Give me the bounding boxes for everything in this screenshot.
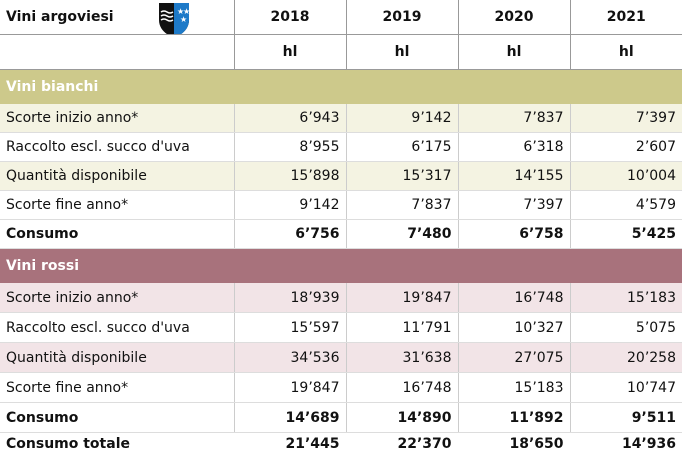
value-cell: 5’425 xyxy=(569,219,682,249)
value-cell: 11’791 xyxy=(345,312,458,343)
row-label: Scorte fine anno* xyxy=(0,372,234,403)
value-cell: 7’397 xyxy=(569,104,682,133)
table-body: Vini argoviesi ★ ★ ★ 2018 2019 2020 2021 hl hl… xyxy=(0,0,682,455)
year-cell: 2021 xyxy=(569,0,682,35)
data-row: Scorte inizio anno* 18’939 19’847 16’748 15’… xyxy=(0,283,682,313)
value-cell: 10’747 xyxy=(569,372,682,403)
value-cell: 2’607 xyxy=(569,132,682,162)
value-cell: 6’943 xyxy=(233,104,346,133)
data-row: Consumo 6’756 7’480 6’758 5’425 xyxy=(0,219,682,249)
row-label: Quantità disponibile xyxy=(0,161,234,191)
unit-cell: hl xyxy=(569,34,682,70)
wine-table: Vini argoviesi ★ ★ ★ 2018 2019 2020 2021 hl hl… xyxy=(0,0,682,455)
data-row: Quantità disponibile 15’898 15’317 14’155 10… xyxy=(0,161,682,191)
row-label: Quantità disponibile xyxy=(0,342,234,373)
unit-cell: hl xyxy=(345,34,458,70)
value-cell: 31’638 xyxy=(345,342,458,373)
data-row: Scorte fine anno* 19’847 16’748 15’183 10’74… xyxy=(0,372,682,403)
row-label: Consumo xyxy=(0,219,234,249)
value-cell: 34’536 xyxy=(233,342,346,373)
unit-cell: hl xyxy=(233,34,346,70)
value-cell: 15’597 xyxy=(233,312,346,343)
value-cell: 14’890 xyxy=(345,402,458,433)
data-row: Raccolto escl. succo d'uva 8’955 6’175 6’31… xyxy=(0,132,682,162)
value-cell: 8’955 xyxy=(233,132,346,162)
value-cell: 6’758 xyxy=(457,219,570,249)
row-label: Scorte inizio anno* xyxy=(0,104,234,133)
value-cell: 11’892 xyxy=(457,402,570,433)
value-cell: 7’837 xyxy=(457,104,570,133)
value-cell: 18’650 xyxy=(457,432,570,455)
value-cell: 10’327 xyxy=(457,312,570,343)
total-row: Consumo totale 21’445 22’370 18’650 14’936 xyxy=(0,432,682,455)
table-title: Vini argoviesi xyxy=(6,9,114,25)
section-row: Vini bianchi xyxy=(0,69,682,104)
value-cell: 15’317 xyxy=(345,161,458,191)
value-cell: 18’939 xyxy=(233,283,346,313)
year-cell: 2018 xyxy=(233,0,346,35)
value-cell: 15’183 xyxy=(457,372,570,403)
unit-cell: hl xyxy=(457,34,570,70)
header-row: Vini argoviesi ★ ★ ★ 2018 2019 2020 2021 xyxy=(0,0,682,35)
data-row: Consumo 14’689 14’890 11’892 9’511 xyxy=(0,402,682,433)
coat-of-arms: ★★★ xyxy=(159,3,190,34)
value-cell: 6’756 xyxy=(233,219,346,249)
value-cell: 15’898 xyxy=(233,161,346,191)
value-cell: 14’155 xyxy=(457,161,570,191)
value-cell: 9’511 xyxy=(569,402,682,433)
row-label: Consumo totale xyxy=(0,432,234,455)
value-cell: 4’579 xyxy=(569,190,682,220)
row-label: Raccolto escl. succo d'uva xyxy=(0,132,234,162)
value-cell: 7’480 xyxy=(345,219,458,249)
row-label: Scorte fine anno* xyxy=(0,190,234,220)
value-cell: 9’142 xyxy=(233,190,346,220)
svg-text:★: ★ xyxy=(177,7,184,16)
data-row: Scorte inizio anno* 6’943 9’142 7’837 7’397 xyxy=(0,104,682,133)
value-cell: 5’075 xyxy=(569,312,682,343)
blank-cell xyxy=(0,34,234,70)
value-cell: 7’837 xyxy=(345,190,458,220)
unit-row: hl hl hl hl xyxy=(0,34,682,70)
value-cell: 10’004 xyxy=(569,161,682,191)
title-cell: Vini argoviesi ★ ★ ★ xyxy=(0,0,234,35)
value-cell: 9’142 xyxy=(345,104,458,133)
section-title: Vini bianchi xyxy=(6,79,99,95)
row-label: Raccolto escl. succo d'uva xyxy=(0,312,234,343)
svg-text:★: ★ xyxy=(180,15,187,24)
value-cell: 15’183 xyxy=(569,283,682,313)
value-cell: 21’445 xyxy=(233,432,346,455)
value-cell: 6’318 xyxy=(457,132,570,162)
data-row: Quantità disponibile 34’536 31’638 27’075 20… xyxy=(0,342,682,373)
value-cell: 16’748 xyxy=(345,372,458,403)
year-cell: 2019 xyxy=(345,0,458,35)
value-cell: 27’075 xyxy=(457,342,570,373)
section-title: Vini rossi xyxy=(6,258,80,274)
svg-text:★: ★ xyxy=(183,7,190,16)
value-cell: 7’397 xyxy=(457,190,570,220)
value-cell: 6’175 xyxy=(345,132,458,162)
data-row: Raccolto escl. succo d'uva 15’597 11’791 10… xyxy=(0,312,682,343)
value-cell: 16’748 xyxy=(457,283,570,313)
value-cell: 14’936 xyxy=(569,432,682,455)
value-cell: 19’847 xyxy=(233,372,346,403)
row-label: Consumo xyxy=(0,402,234,433)
year-cell: 2020 xyxy=(457,0,570,35)
section-row: Vini rossi xyxy=(0,248,682,283)
value-cell: 22’370 xyxy=(345,432,458,455)
data-row: Scorte fine anno* 9’142 7’837 7’397 4’579 xyxy=(0,190,682,220)
value-cell: 19’847 xyxy=(345,283,458,313)
row-label: Scorte inizio anno* xyxy=(0,283,234,313)
value-cell: 20’258 xyxy=(569,342,682,373)
value-cell: 14’689 xyxy=(233,402,346,433)
